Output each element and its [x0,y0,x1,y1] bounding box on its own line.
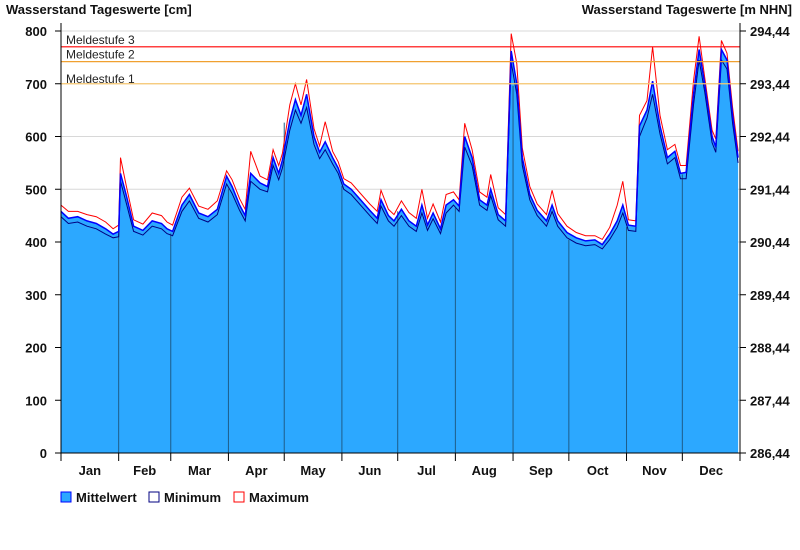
month-label: Jul [417,463,436,478]
mean-area [61,49,739,453]
month-label: Dec [699,463,723,478]
y-tick-label-left: 100 [25,393,47,408]
month-label: May [300,463,326,478]
y-tick-label-right: 291,44 [750,182,791,197]
y-tick-label-right: 288,44 [750,341,791,356]
y-tick-label-right: 286,44 [750,446,791,461]
y-tick-label-right: 290,44 [750,235,791,250]
title-right: Wasserstand Tageswerte [m NHN] [582,2,792,17]
legend-swatch-maximum [233,491,245,503]
threshold-label: Meldestufe 2 [66,48,135,62]
month-label: Jun [358,463,381,478]
y-tick-label-right: 292,44 [750,130,791,145]
title-left: Wasserstand Tageswerte [cm] [6,2,192,17]
y-tick-label-left: 800 [25,24,47,39]
legend-label: Maximum [249,490,309,505]
y-tick-label-right: 289,44 [750,288,791,303]
month-label: Mar [188,463,211,478]
y-tick-label-left: 400 [25,235,47,250]
series-line-mittelwert [60,46,739,246]
y-tick-label-left: 700 [25,77,47,92]
y-tick-label-right: 287,44 [750,393,791,408]
y-tick-label-left: 0 [40,446,47,461]
y-tick-label-right: 294,44 [750,24,791,39]
legend-label: Mittelwert [76,490,137,505]
month-label: Apr [245,463,267,478]
month-label: Aug [472,463,497,478]
legend-label: Minimum [164,490,221,505]
y-tick-label-right: 293,44 [750,77,791,92]
y-tick-label-left: 300 [25,288,47,303]
month-label: Oct [587,463,609,478]
month-label: Jan [79,463,101,478]
y-tick-label-left: 200 [25,341,47,356]
month-label: Nov [642,463,667,478]
month-label: Feb [133,463,156,478]
legend-swatch-minimum [148,491,160,503]
threshold-label: Meldestufe 1 [66,72,135,86]
y-tick-label-left: 600 [25,130,47,145]
month-label: Sep [529,463,553,478]
legend-swatch-mittelwert [60,491,72,503]
threshold-label: Meldestufe 3 [66,33,135,47]
y-tick-label-left: 500 [25,182,47,197]
